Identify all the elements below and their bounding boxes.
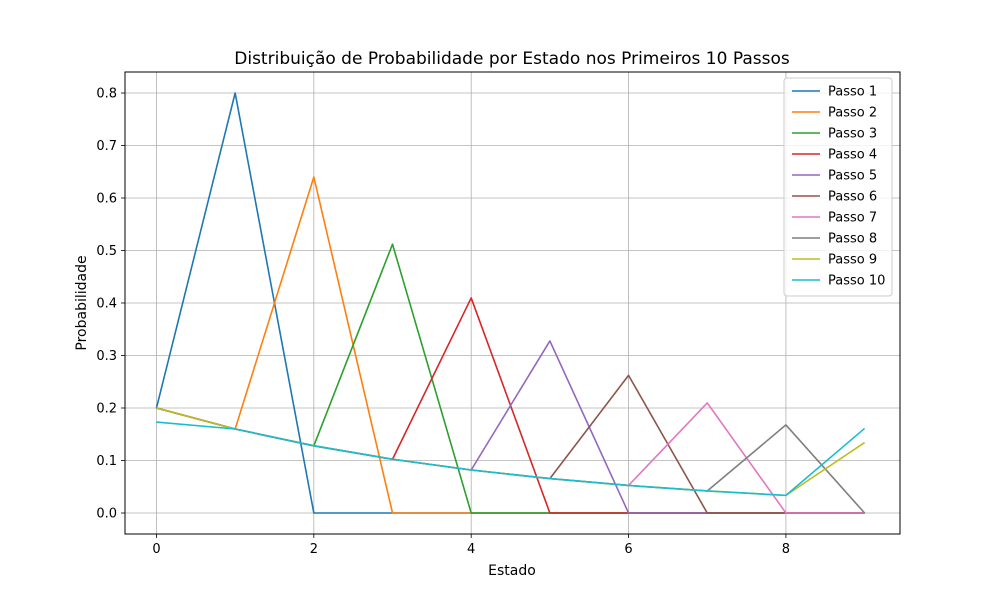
y-tick-label: 0.5 — [96, 244, 117, 259]
x-axis-label: Estado — [488, 563, 536, 579]
y-axis-label: Probabilidade — [74, 255, 90, 350]
legend-label: Passo 5 — [828, 169, 877, 184]
y-tick-label: 0.8 — [96, 87, 117, 102]
legend-label: Passo 4 — [828, 148, 877, 163]
series-line-passo-10 — [156, 421, 866, 497]
series-layer — [155, 92, 866, 514]
y-tick-label: 0.7 — [96, 139, 117, 154]
legend-label: Passo 3 — [828, 127, 877, 142]
chart-title: Distribuição de Probabilidade por Estado… — [234, 49, 790, 69]
x-tick-label: 8 — [782, 542, 790, 557]
y-axis: 0.0 0.1 0.2 0.3 0.4 0.5 0.6 0.7 0.8 — [96, 87, 125, 522]
legend-label: Passo 7 — [828, 211, 877, 226]
legend-label: Passo 8 — [828, 232, 877, 247]
x-tick-label: 4 — [467, 542, 475, 557]
legend-label: Passo 6 — [828, 190, 877, 205]
y-tick-label: 0.1 — [96, 454, 117, 469]
y-tick-label: 0.6 — [96, 192, 117, 207]
grid — [125, 72, 900, 534]
legend: Passo 1 Passo 2 Passo 3 Passo 4 Passo 5 Passo… — [783, 77, 893, 297]
x-axis: 0 2 4 6 8 — [152, 534, 790, 557]
legend-label: Passo 2 — [828, 106, 877, 121]
x-tick-label: 2 — [310, 542, 318, 557]
legend-label: Passo 1 — [828, 85, 877, 100]
legend-label: Passo 10 — [828, 274, 885, 289]
legend-label: Passo 9 — [828, 253, 877, 268]
y-tick-label: 0.3 — [96, 349, 117, 364]
y-tick-label: 0.4 — [96, 297, 117, 312]
x-tick-label: 6 — [624, 542, 632, 557]
y-tick-label: 0.0 — [96, 507, 117, 522]
y-tick-label: 0.2 — [96, 402, 117, 417]
x-tick-label: 0 — [152, 542, 160, 557]
